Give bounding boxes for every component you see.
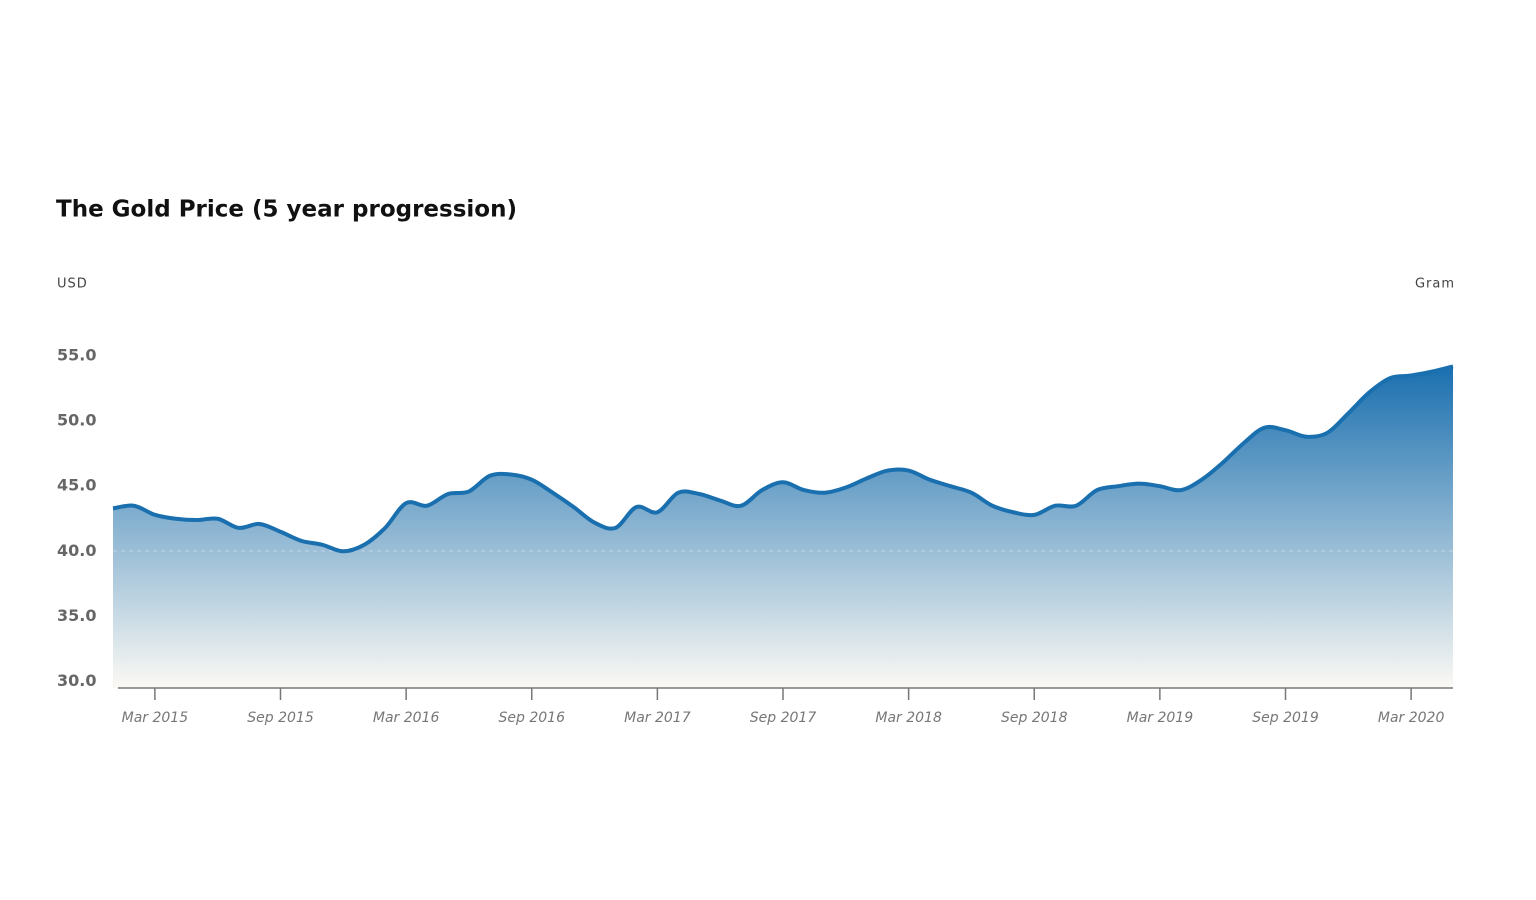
x-tick-label: Mar 2015 [122, 710, 189, 726]
x-tick-label: Mar 2017 [624, 710, 691, 726]
y-tick-label: 45.0 [57, 476, 96, 495]
y-tick-label: 35.0 [57, 606, 96, 625]
unit-label: Gram [1415, 277, 1455, 292]
line [112, 364, 1454, 554]
x-tick-label: Mar 2019 [1127, 710, 1194, 726]
y-tick-label: 30.0 [57, 671, 96, 690]
x-tick-label: Mar 2016 [373, 710, 440, 726]
x-tick-label: Mar 2020 [1378, 710, 1445, 726]
y-tick-label: 40.0 [57, 541, 96, 560]
x-tick-label: Sep 2018 [1001, 710, 1068, 726]
x-tick-label: Sep 2015 [247, 710, 314, 726]
x-tick-label: Mar 2018 [875, 710, 942, 726]
y-axis-label: USD [57, 277, 88, 292]
chart-title: The Gold Price (5 year progression) [56, 197, 517, 223]
area [113, 366, 1453, 688]
x-tick-label: Sep 2017 [750, 710, 817, 726]
x-tick-label: Sep 2016 [499, 710, 566, 726]
y-tick-label: 55.0 [57, 346, 96, 365]
x-tick-label: Sep 2019 [1252, 710, 1319, 726]
y-tick-label: 50.0 [57, 411, 96, 430]
